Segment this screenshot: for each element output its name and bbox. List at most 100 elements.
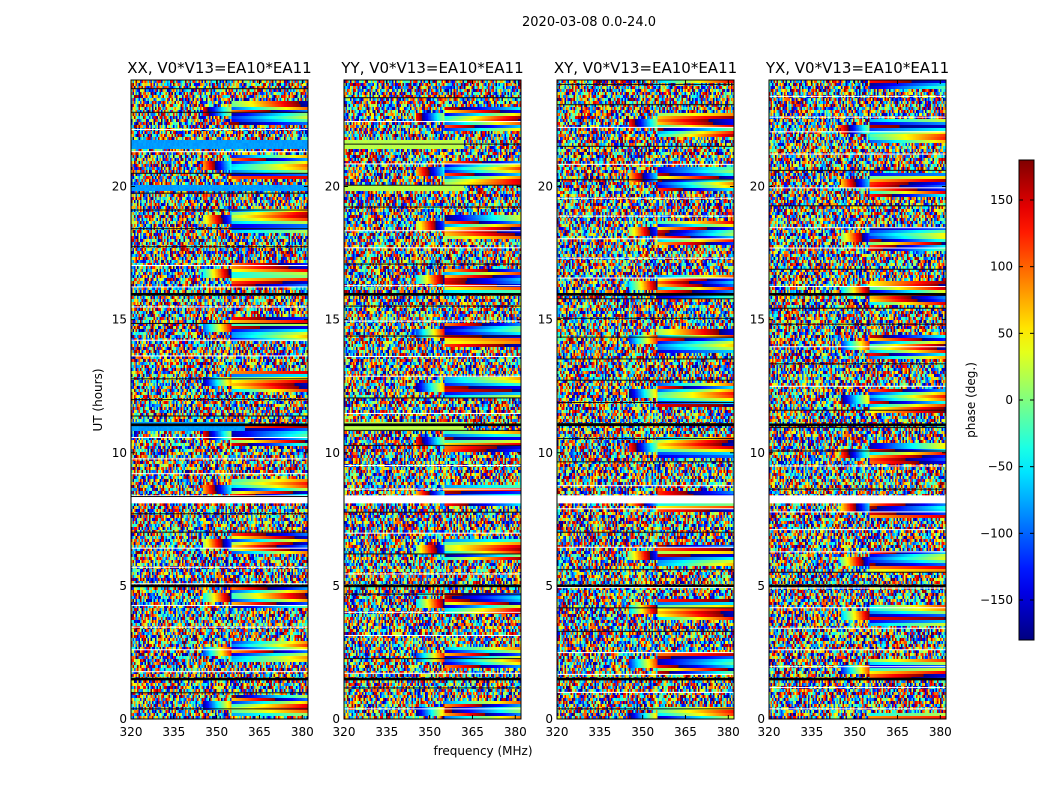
scan-gap — [769, 187, 946, 189]
y-tick-label: 10 — [325, 446, 340, 460]
x-tick-label: 380 — [291, 725, 314, 739]
scan-gap — [131, 605, 308, 607]
panel-frame — [343, 79, 522, 720]
scan-gap — [557, 423, 734, 425]
panels: XX, V0*V13=EA10*EA11 320 335 350 365 380 0 5 10 1… — [112, 59, 952, 739]
scan-gap — [769, 450, 946, 452]
scan-gap — [557, 238, 734, 240]
x-tick-label: 320 — [120, 725, 143, 739]
scan-gap — [344, 511, 521, 513]
scan-gap — [131, 265, 308, 267]
panel-title: YY, V0*V13=EA10*EA11 — [340, 59, 523, 77]
scan-gap — [769, 323, 946, 325]
scan-gap — [557, 83, 734, 85]
y-tick-label: 10 — [538, 446, 553, 460]
scan-gap — [344, 658, 521, 660]
flag-band — [769, 584, 946, 588]
scan-gap — [344, 672, 521, 674]
scan-gap — [131, 473, 308, 475]
y-tick-label: 15 — [538, 313, 553, 327]
scan-gap — [557, 607, 734, 609]
scan-gap — [344, 121, 521, 123]
scan-gap — [769, 268, 946, 270]
scan-gap — [344, 488, 521, 490]
panel-3: XY, V0*V13=EA10*EA11 320 335 350 365 380 0 5 10 1… — [538, 59, 740, 739]
scan-gap — [557, 179, 734, 181]
panel-title: XX, V0*V13=EA10*EA11 — [127, 59, 311, 77]
x-tick-label: 335 — [588, 725, 611, 739]
scan-gap — [557, 379, 734, 381]
scan-gap — [769, 205, 946, 207]
flag-band — [131, 677, 308, 681]
scan-gap — [131, 692, 308, 694]
scan-gap — [344, 335, 521, 337]
scan-gap — [769, 649, 946, 651]
scan-gap — [344, 444, 521, 446]
flag-band — [131, 293, 308, 296]
flag-band — [769, 293, 946, 296]
y-tick-label: 15 — [112, 313, 127, 327]
scan-gap — [344, 285, 521, 287]
scan-gap — [131, 626, 308, 628]
x-tick-label: 365 — [886, 725, 909, 739]
panel-frame — [130, 79, 309, 720]
scan-gap — [557, 461, 734, 463]
scan-gap — [769, 607, 946, 609]
colorbar-tick-label: −50 — [988, 460, 1013, 474]
panel-1: XX, V0*V13=EA10*EA11 320 335 350 365 380 0 5 10 1… — [112, 59, 314, 739]
scan-gap — [557, 630, 734, 632]
colorbar: 150 100 50 0 −50 −100 −150 — [980, 159, 1035, 641]
y-tick-label: 20 — [750, 180, 765, 194]
scan-gap — [769, 385, 946, 387]
scan-gap — [769, 247, 946, 249]
scan-gap — [557, 163, 734, 165]
colorbar-tick-label: −100 — [980, 526, 1013, 540]
scan-gap — [131, 399, 308, 401]
scan-gap — [557, 197, 734, 199]
scan-gap — [344, 412, 521, 414]
colorbar-tick-label: −150 — [980, 593, 1013, 607]
scan-gap — [557, 298, 734, 300]
panel-title: YX, V0*V13=EA10*EA11 — [765, 59, 949, 77]
scan-gap — [344, 375, 521, 377]
scan-gap — [131, 415, 308, 417]
scan-gap — [769, 169, 946, 171]
scan-gap — [769, 426, 946, 428]
y-tick-label: 10 — [750, 446, 765, 460]
x-tick-label: 320 — [333, 725, 356, 739]
y-tick-label: 20 — [112, 180, 127, 194]
panel-2: YY, V0*V13=EA10*EA11 320 335 350 365 380 0 5 10 1… — [325, 59, 527, 739]
scan-gap — [131, 436, 308, 438]
x-tick-label: 335 — [375, 725, 398, 739]
scan-gap — [131, 151, 308, 153]
colorbar-tick-label: 150 — [990, 193, 1013, 207]
scan-gap — [131, 496, 308, 498]
scan-gap — [557, 145, 734, 147]
flag-band — [769, 423, 946, 427]
scan-gap — [131, 192, 308, 194]
scan-gap — [557, 126, 734, 128]
scan-gap — [769, 687, 946, 689]
scan-gap — [769, 285, 946, 287]
scan-gap — [344, 532, 521, 534]
scan-gap — [344, 356, 521, 358]
scan-gap — [557, 673, 734, 675]
scan-gap — [131, 378, 308, 380]
scan-gap — [557, 708, 734, 710]
colorbar-tick-label: 100 — [990, 260, 1013, 274]
x-tick-label: 320 — [546, 725, 569, 739]
scan-gap — [344, 553, 521, 555]
scan-gap — [769, 227, 946, 229]
colorbar-tick-label: 0 — [1005, 393, 1013, 407]
x-tick-label: 335 — [162, 725, 185, 739]
scan-gap — [769, 551, 946, 553]
scan-gap — [344, 206, 521, 208]
scan-gap — [131, 671, 308, 673]
scan-gap — [131, 355, 308, 357]
scan-gap — [131, 246, 308, 248]
scan-gap — [557, 569, 734, 571]
figure-title: 2020-03-08 0.0-24.0 — [522, 15, 656, 30]
x-tick-label: 380 — [504, 725, 527, 739]
flag-band — [557, 677, 734, 681]
y-tick-label: 0 — [119, 712, 127, 726]
